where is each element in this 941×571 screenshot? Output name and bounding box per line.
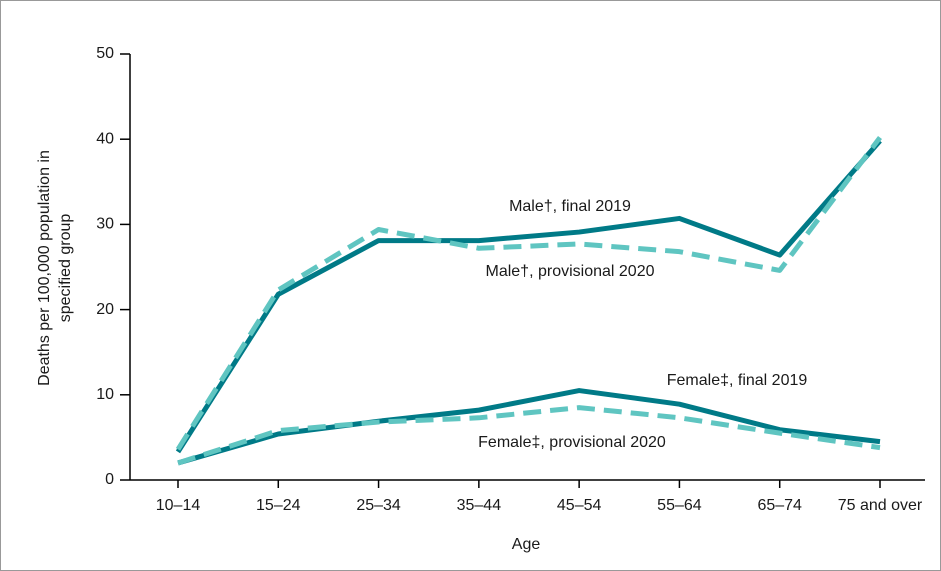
- y-tick-label: 0: [105, 471, 114, 488]
- y-tick-label: 10: [96, 386, 114, 403]
- x-tick-label: 25–34: [356, 497, 401, 514]
- series-label: Female‡, final 2019: [667, 372, 808, 389]
- series-line: [177, 388, 881, 466]
- y-axis-label: Deaths per 100,000 population in: [36, 150, 53, 386]
- x-tick-label: 75 and over: [838, 497, 923, 514]
- y-tick-label: 50: [96, 45, 114, 62]
- x-tick-label: 10–14: [156, 497, 201, 514]
- series-label: Male†, provisional 2020: [486, 263, 655, 280]
- y-tick-label: 20: [96, 301, 114, 318]
- y-axis-label: specified group: [57, 214, 74, 323]
- series-label: Female‡, provisional 2020: [478, 434, 666, 451]
- series-line: [177, 405, 881, 466]
- series-line: [175, 139, 882, 454]
- series-label: Male†, final 2019: [509, 198, 631, 215]
- x-tick-label: 45–54: [557, 497, 602, 514]
- y-tick-label: 40: [96, 130, 114, 147]
- x-axis-label: Age: [512, 536, 541, 553]
- x-tick-label: 35–44: [457, 497, 502, 514]
- x-tick-label: 15–24: [256, 497, 301, 514]
- x-tick-label: 65–74: [757, 497, 802, 514]
- x-tick-label: 55–64: [657, 497, 702, 514]
- y-tick-label: 30: [96, 216, 114, 233]
